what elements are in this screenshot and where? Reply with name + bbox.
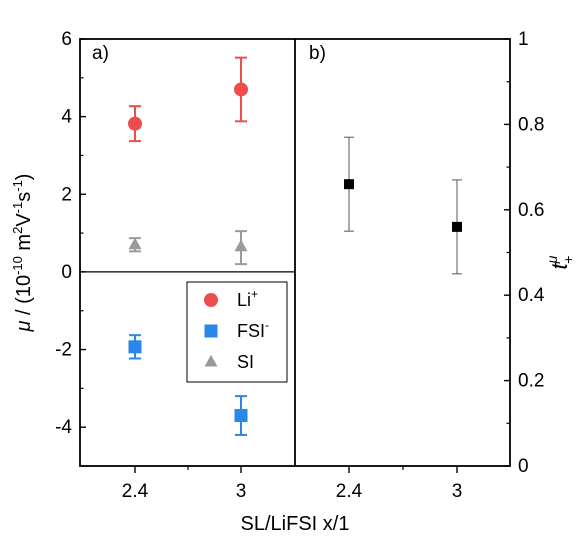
panel-label-a: a) [92, 43, 109, 64]
y-axis-title-sub: + [560, 256, 576, 264]
y-axis-title-left: μ / (10-10 m2V-1s-1) [10, 174, 35, 333]
y-axis-title-text: s [13, 192, 35, 202]
data-point-li [128, 116, 142, 131]
x-axis-title-group: SL/LiFSI x/1 [241, 513, 350, 535]
legend-label-main: Li [237, 290, 251, 310]
y-axis-title-right: tμ+ [544, 255, 576, 269]
y-axis-title-left-group: μ / (10-10 m2V-1s-1) [10, 174, 35, 333]
y-tick-label-left: 0 [61, 262, 72, 283]
y-tick-label-left: 6 [61, 29, 72, 50]
data-point-transference [452, 221, 462, 232]
data-point-li [234, 82, 248, 97]
y-axis-title-sup: μ [544, 255, 560, 264]
legend-label-sup: - [265, 318, 269, 332]
y-axis-title-text: V [13, 213, 35, 227]
y-axis-title-text: / (10 [13, 275, 35, 321]
y-axis-title-mu: μ [13, 320, 35, 332]
y-tick-label-left: -2 [55, 340, 72, 361]
legend-marker-fsi [204, 324, 218, 338]
y-tick-label-right: 0.4 [518, 285, 545, 306]
legend-marker-si [204, 354, 218, 367]
legend-box [186, 281, 288, 383]
x-tick-label-a: 3 [236, 481, 247, 502]
panel-label-b: b) [309, 43, 326, 64]
data-point-fsi [128, 340, 142, 354]
x-tick-label-b: 2.4 [336, 481, 363, 502]
y-tick-label-right: 0.8 [518, 114, 544, 135]
y-axis-title-text: m [13, 234, 35, 256]
y-tick-label-right: 0.2 [518, 371, 544, 392]
x-tick-label-b: 3 [452, 481, 463, 502]
panel-b: 0 0.2 0.4 0.6 0.8 1 2.4 3 b) [309, 29, 545, 502]
data-point-transference [344, 179, 354, 190]
y-axis-title-exp: -1 [10, 180, 25, 192]
y-tick-label-left: 2 [61, 184, 72, 205]
data-point-si [128, 237, 142, 250]
legend-label-main: SI [237, 352, 254, 372]
x-tick-label-a: 2.4 [122, 481, 149, 502]
y-axis-title-t: t [547, 262, 572, 269]
legend-label-main: FSI [237, 321, 265, 341]
legend-label-sup: + [251, 287, 258, 301]
y-tick-label-right: 0 [518, 456, 529, 477]
y-axis-title-exp: 2 [10, 227, 25, 234]
legend: Li+ FSI- SI [186, 281, 288, 383]
y-tick-label-right: 0.6 [518, 200, 544, 221]
y-tick-label-left: 4 [61, 107, 72, 128]
legend-label-si: SI [237, 352, 254, 372]
y-axis-title-right-group: tμ+ [544, 255, 576, 269]
y-axis-title-text: ) [13, 174, 35, 181]
y-tick-label-left: -4 [55, 417, 72, 438]
x-axis-title: SL/LiFSI x/1 [241, 513, 350, 535]
data-point-si [234, 239, 248, 252]
legend-marker-li [204, 293, 218, 307]
data-point-fsi [234, 409, 248, 423]
y-tick-label-right: 1 [518, 29, 529, 50]
y-axis-title-exp: -10 [10, 256, 25, 275]
legend-label-li: Li+ [237, 287, 258, 310]
panel-a: -4 -2 0 2 4 6 2.4 3 a) [55, 29, 295, 502]
legend-label-fsi: FSI- [237, 318, 269, 341]
y-axis-title-exp: -1 [10, 202, 25, 214]
